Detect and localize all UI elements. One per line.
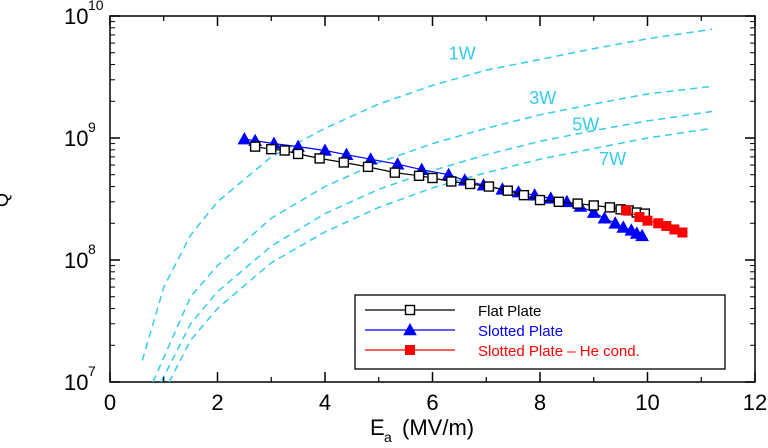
x-tick-label: 10 bbox=[635, 390, 659, 415]
data-point bbox=[588, 200, 599, 211]
y-axis-label: Q bbox=[0, 193, 12, 207]
x-axis-label: E bbox=[370, 415, 385, 440]
reference-curve-1w bbox=[141, 28, 713, 361]
data-point bbox=[518, 189, 530, 201]
x-tick-label: 2 bbox=[211, 390, 223, 415]
data-point bbox=[621, 205, 631, 216]
y-tick-exponent: 10 bbox=[88, 0, 104, 13]
data-point bbox=[338, 157, 350, 168]
x-tick-label: 6 bbox=[426, 390, 438, 415]
y-tick-label: 10 bbox=[64, 4, 88, 29]
legend-label: Slotted Plate bbox=[478, 323, 563, 340]
x-axis: 0 2 4 6 8 10 12 bbox=[104, 16, 767, 415]
series-3 bbox=[621, 205, 688, 238]
x-tick-label: 0 bbox=[104, 390, 116, 415]
legend-label: Flat Plate bbox=[478, 303, 541, 320]
data-point bbox=[413, 170, 425, 181]
legend-box bbox=[354, 294, 726, 370]
data-point bbox=[616, 220, 631, 233]
legend: Flat Plate Slotted Plate Slotted Plate – H… bbox=[354, 294, 726, 370]
data-point bbox=[318, 143, 332, 156]
data-point bbox=[642, 215, 653, 226]
legend-marker bbox=[405, 345, 415, 355]
data-point bbox=[572, 198, 583, 209]
data-point bbox=[249, 141, 261, 152]
data-point bbox=[608, 216, 623, 229]
x-tick-label: 8 bbox=[534, 390, 546, 415]
data-point bbox=[483, 181, 495, 192]
annotation-label: 7W bbox=[599, 149, 626, 169]
data-point bbox=[586, 205, 601, 218]
data-point bbox=[534, 194, 546, 206]
data-point bbox=[446, 176, 457, 187]
y-tick-label: 10 bbox=[64, 370, 88, 395]
annotation-label: 3W bbox=[529, 88, 556, 108]
legend-marker bbox=[404, 304, 416, 316]
data-point bbox=[635, 228, 649, 242]
data-point bbox=[292, 148, 304, 160]
data-point bbox=[464, 178, 476, 190]
data-point bbox=[362, 161, 374, 173]
reference-curve-5w bbox=[160, 110, 713, 383]
data-point bbox=[604, 202, 616, 213]
annotation-label: 5W bbox=[572, 115, 599, 135]
data-point bbox=[314, 153, 325, 164]
data-point bbox=[266, 143, 277, 155]
data-point bbox=[677, 227, 688, 238]
data-point bbox=[427, 172, 438, 184]
series-layer bbox=[237, 132, 688, 242]
x-tick-label: 4 bbox=[319, 390, 331, 415]
y-tick-label: 10 bbox=[64, 248, 88, 273]
y-tick-exponent: 7 bbox=[88, 363, 96, 379]
data-point bbox=[237, 132, 252, 145]
series-1 bbox=[249, 141, 651, 219]
x-axis-label-units: (MV/m) bbox=[402, 415, 474, 440]
y-tick-exponent: 9 bbox=[88, 119, 96, 135]
x-axis-label-group: E a (MV/m) bbox=[370, 415, 474, 445]
x-axis-label-subscript: a bbox=[384, 429, 392, 443]
y-tick-exponent: 8 bbox=[88, 241, 96, 257]
x-tick-label: 12 bbox=[743, 390, 767, 415]
legend-marker bbox=[403, 322, 417, 336]
data-point bbox=[597, 211, 612, 224]
reference-curves bbox=[141, 28, 713, 383]
y-tick-label: 10 bbox=[64, 126, 88, 151]
data-point bbox=[389, 167, 401, 178]
data-point bbox=[502, 185, 513, 196]
legend-label: Slotted Plate – He cond. bbox=[478, 343, 640, 360]
annotation-label: 1W bbox=[449, 43, 476, 63]
data-point bbox=[279, 145, 290, 156]
data-point bbox=[553, 196, 565, 207]
